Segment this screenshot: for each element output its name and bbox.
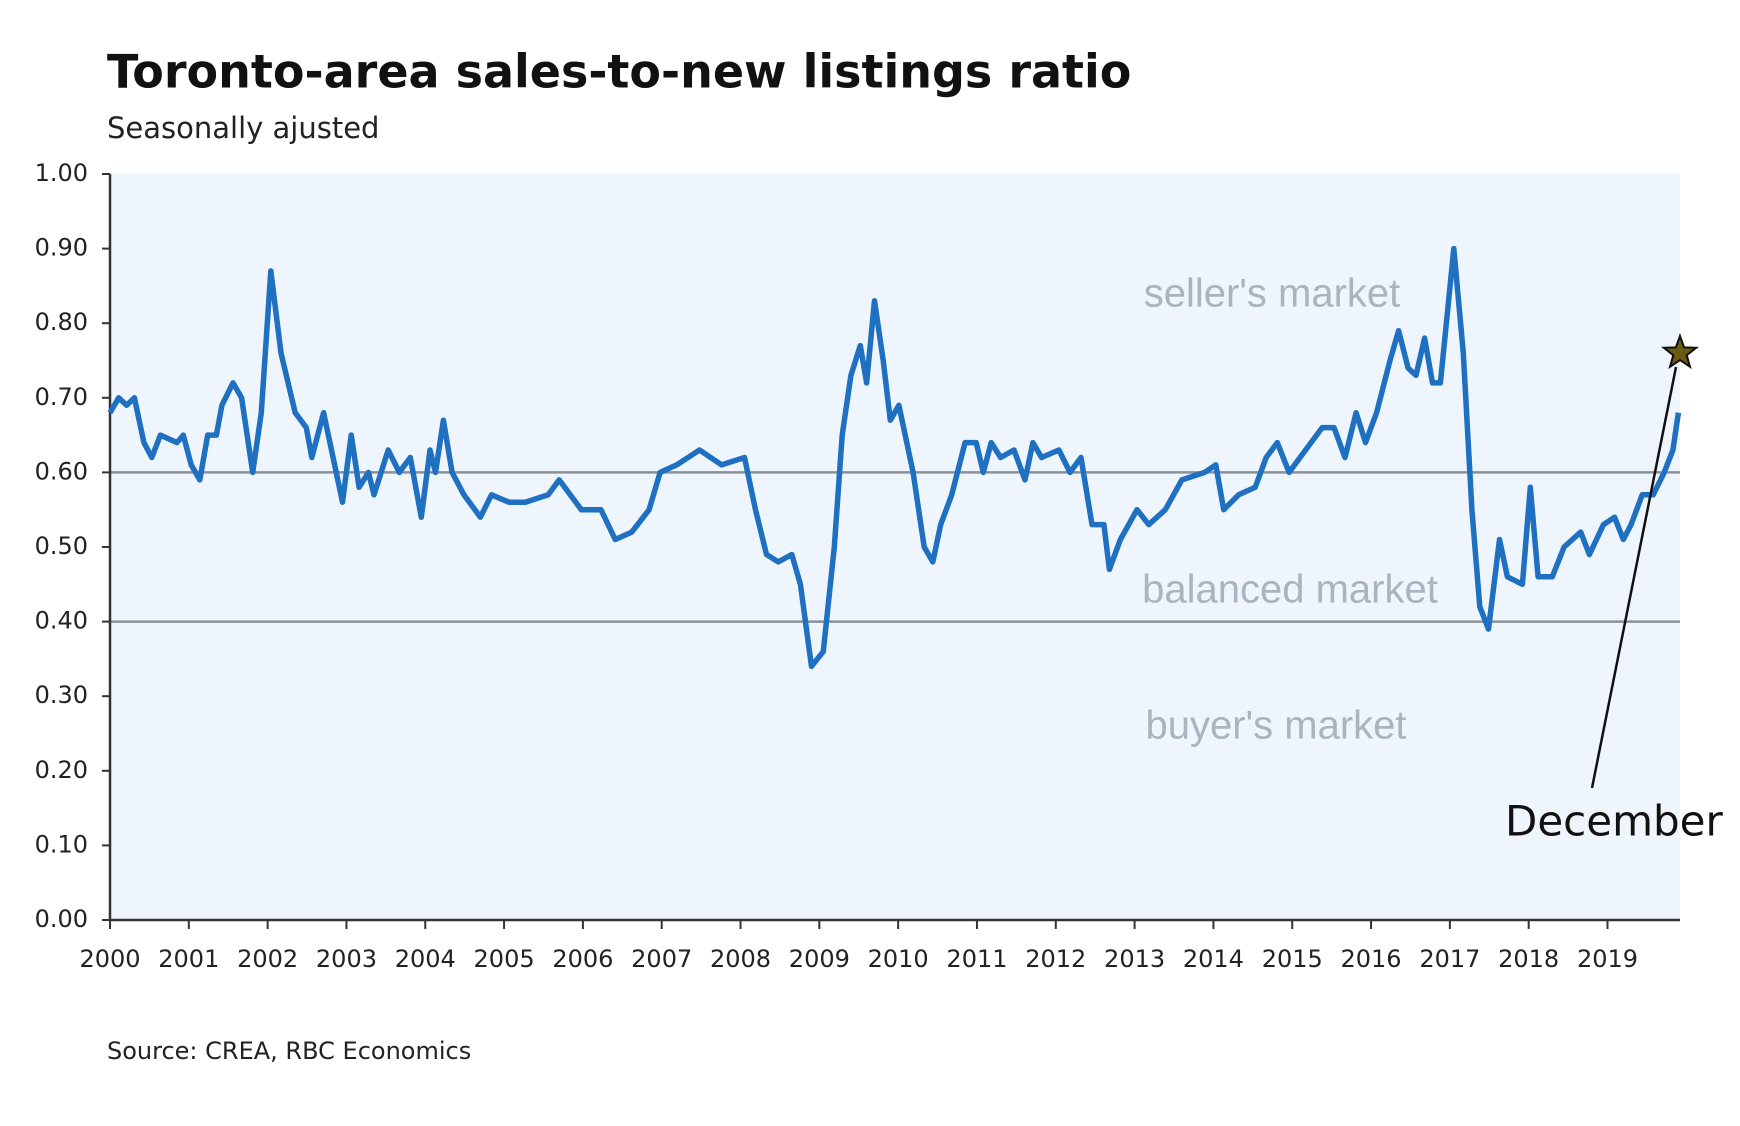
region-label: balanced market — [1142, 568, 1438, 612]
x-tick-label: 2001 — [158, 945, 219, 973]
x-tick-label: 2013 — [1104, 945, 1165, 973]
x-tick-label: 2017 — [1419, 945, 1480, 973]
y-tick-label: 0.50 — [35, 532, 88, 560]
region-label: buyer's market — [1145, 704, 1406, 748]
x-tick-label: 2005 — [474, 945, 535, 973]
annotation-label: December — [1505, 797, 1724, 846]
x-tick-label: 2016 — [1341, 945, 1402, 973]
y-tick-label: 0.70 — [35, 383, 88, 411]
x-tick-label: 2000 — [79, 945, 140, 973]
chart-title: Toronto-area sales-to-new listings ratio — [107, 45, 1131, 99]
x-tick-label: 2003 — [316, 945, 377, 973]
y-tick-label: 0.80 — [35, 308, 88, 336]
x-tick-label: 2006 — [552, 945, 613, 973]
region-label: seller's market — [1144, 272, 1401, 316]
x-tick-label: 2008 — [710, 945, 771, 973]
x-tick-label: 2018 — [1498, 945, 1559, 973]
x-tick-label: 2004 — [395, 945, 456, 973]
y-tick-label: 1.00 — [35, 159, 88, 187]
x-tick-label: 2007 — [631, 945, 692, 973]
y-tick-label: 0.90 — [35, 234, 88, 262]
x-tick-label: 2009 — [789, 945, 850, 973]
source-note: Source: CREA, RBC Economics — [107, 1037, 471, 1065]
annotation-star — [1661, 333, 1699, 370]
y-tick-label: 0.30 — [35, 681, 88, 709]
x-tick-label: 2014 — [1183, 945, 1244, 973]
x-tick-label: 2015 — [1262, 945, 1323, 973]
y-tick-label: 0.20 — [35, 756, 88, 784]
y-tick-label: 0.00 — [35, 905, 88, 933]
y-tick-label: 0.60 — [35, 457, 88, 485]
chart-subtitle: Seasonally ajusted — [107, 111, 379, 145]
x-tick-label: 2012 — [1025, 945, 1086, 973]
x-tick-label: 2011 — [946, 945, 1007, 973]
y-tick-label: 0.10 — [35, 830, 88, 858]
annotation-arrow — [1590, 366, 1678, 789]
y-tick-label: 0.40 — [35, 607, 88, 635]
x-tick-label: 2019 — [1577, 945, 1638, 973]
x-tick-label: 2010 — [868, 945, 929, 973]
x-tick-label: 2002 — [237, 945, 298, 973]
plot-background — [110, 174, 1680, 920]
data-line — [107, 245, 1682, 670]
